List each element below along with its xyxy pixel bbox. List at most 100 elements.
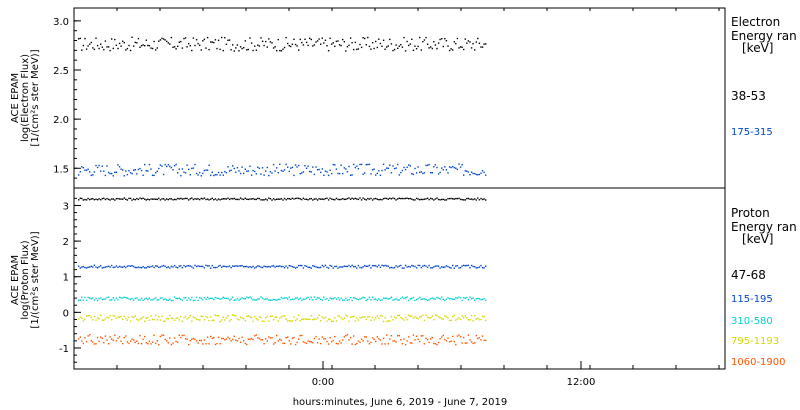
data-point — [357, 168, 360, 170]
data-point — [318, 338, 320, 340]
data-point — [246, 315, 248, 318]
y-tick-label: 0 — [63, 308, 69, 319]
data-point — [258, 167, 261, 169]
electron-legend-title: Electron — [731, 15, 780, 29]
data-point — [321, 316, 323, 318]
data-point — [452, 198, 454, 200]
data-point — [282, 48, 284, 50]
data-point — [178, 41, 180, 43]
data-point — [109, 199, 111, 201]
data-point — [448, 197, 451, 200]
data-point — [455, 319, 457, 321]
data-point — [364, 316, 366, 318]
data-point — [466, 296, 468, 299]
data-point — [304, 38, 306, 40]
data-point — [266, 46, 268, 48]
data-point — [162, 298, 165, 301]
data-point — [481, 170, 484, 172]
data-point — [180, 197, 182, 200]
data-point — [315, 266, 317, 268]
proton-ylabel-line3: [1/(cm²s ster MeV)] — [30, 231, 41, 328]
data-point — [474, 198, 476, 200]
data-point — [422, 314, 424, 316]
data-point — [115, 265, 118, 267]
data-point — [186, 299, 188, 301]
data-point — [365, 336, 367, 338]
data-point — [334, 297, 336, 299]
proton-legend-units: [keV] — [742, 232, 773, 246]
data-point — [250, 297, 253, 299]
data-point — [313, 198, 316, 200]
data-point — [85, 48, 88, 50]
data-point — [180, 40, 182, 43]
data-point — [472, 297, 474, 299]
data-point — [296, 318, 298, 320]
data-point — [357, 264, 360, 267]
data-point — [104, 318, 107, 320]
data-point — [206, 265, 209, 267]
data-point — [302, 318, 305, 320]
data-point — [483, 171, 485, 174]
data-point — [232, 44, 234, 46]
data-point — [290, 343, 292, 345]
data-point — [470, 298, 473, 300]
data-point — [459, 297, 462, 299]
data-point — [181, 320, 184, 322]
data-point — [320, 198, 322, 200]
data-point — [412, 296, 415, 299]
data-point — [433, 342, 435, 345]
data-point — [126, 173, 129, 176]
data-point — [106, 316, 108, 318]
data-point — [345, 198, 347, 200]
data-point — [122, 297, 124, 299]
data-point — [109, 315, 111, 317]
data-point — [118, 42, 121, 45]
data-point — [307, 199, 309, 201]
data-point — [304, 341, 306, 344]
data-point — [230, 197, 232, 200]
data-point — [279, 338, 281, 340]
data-point — [309, 198, 311, 200]
data-point — [459, 267, 462, 269]
data-point — [236, 198, 239, 201]
data-point — [261, 167, 264, 169]
data-point — [433, 199, 435, 201]
data-point — [309, 37, 311, 40]
data-point — [266, 315, 268, 318]
data-point — [137, 168, 140, 171]
data-point — [197, 319, 199, 321]
data-point — [162, 198, 165, 200]
data-point — [269, 171, 272, 173]
data-point — [472, 43, 474, 45]
data-point — [452, 264, 454, 267]
data-point — [326, 171, 328, 173]
data-point — [423, 319, 426, 322]
data-point — [434, 198, 437, 200]
data-point — [177, 197, 179, 200]
data-point — [301, 198, 303, 201]
data-point — [445, 316, 448, 318]
data-point — [225, 43, 228, 45]
data-point — [296, 266, 298, 268]
data-point — [261, 320, 264, 322]
data-point — [409, 43, 411, 45]
data-point — [236, 44, 239, 46]
data-point — [364, 37, 366, 40]
data-point — [342, 339, 344, 341]
data-point — [359, 341, 361, 343]
data-point — [142, 174, 144, 176]
data-point — [378, 170, 380, 172]
data-point — [312, 166, 314, 168]
data-point — [118, 296, 121, 298]
data-point — [216, 174, 218, 176]
data-point — [307, 165, 309, 167]
data-point — [238, 170, 240, 172]
data-point — [485, 319, 487, 322]
data-point — [464, 342, 466, 344]
data-point — [448, 298, 451, 300]
data-point — [310, 197, 312, 200]
data-point — [390, 296, 393, 298]
data-point — [159, 319, 162, 321]
data-point — [390, 316, 393, 318]
data-point — [232, 165, 234, 167]
